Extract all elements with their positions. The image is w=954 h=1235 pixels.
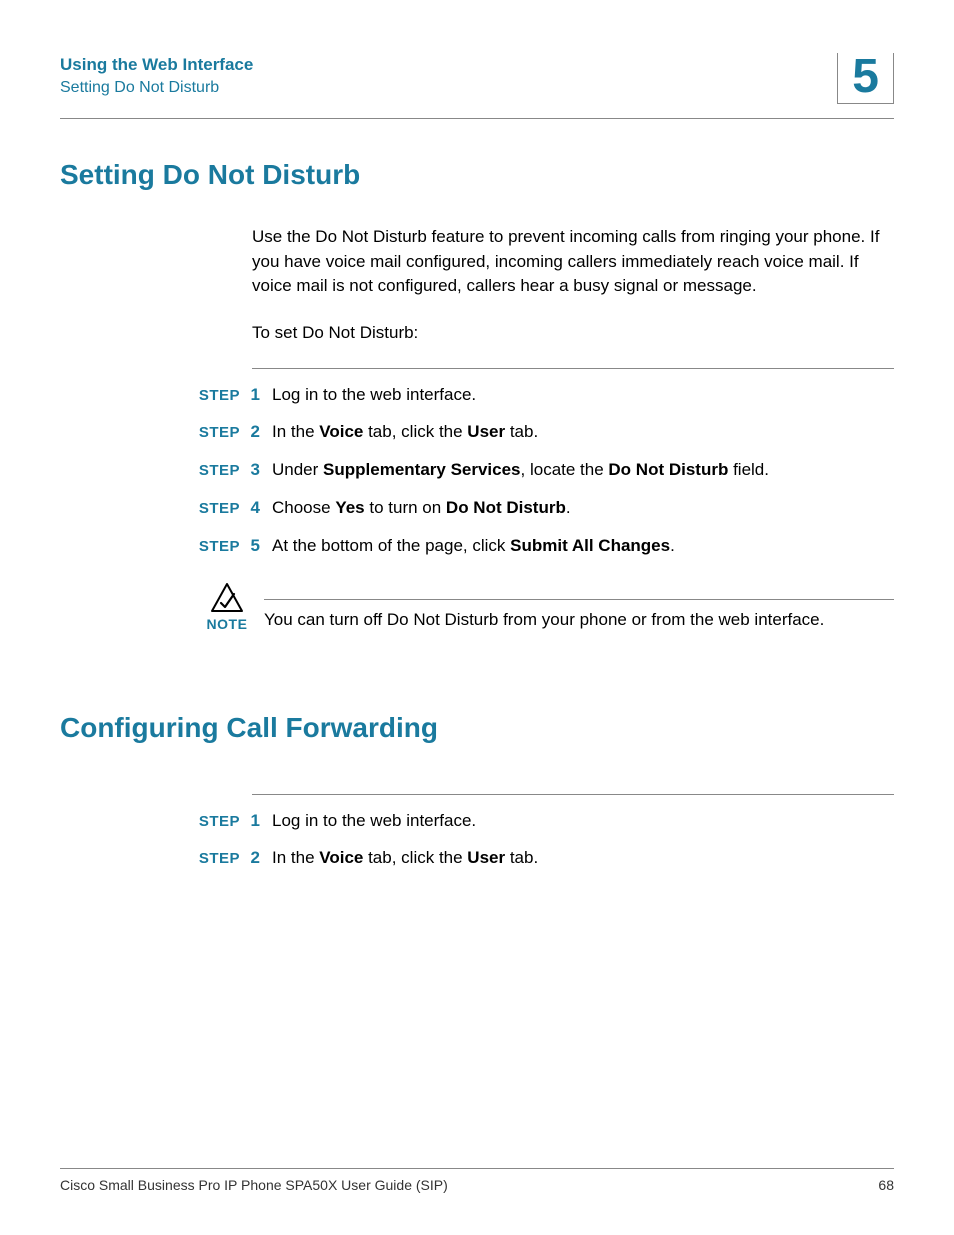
step-number: 3 [246, 458, 260, 482]
step-number: 5 [246, 534, 260, 558]
step-number: 1 [246, 809, 260, 833]
steps-rule [252, 368, 894, 369]
note-icon-column: NOTE [200, 582, 254, 632]
step-row: STEP 5 At the bottom of the page, click Su… [60, 534, 894, 558]
note-text: You can turn off Do Not Disturb from you… [264, 608, 894, 632]
step-row: STEP 4 Choose Yes to turn on Do Not Distur… [60, 496, 894, 520]
step-list-dnd: STEP 1 Log in to the web interface. STEP 2 In… [60, 383, 894, 558]
paragraph: Use the Do Not Disturb feature to preven… [252, 225, 894, 299]
header-rule [60, 118, 894, 119]
footer-rule [60, 1168, 894, 1169]
step-row: STEP 1 Log in to the web interface. [60, 809, 894, 833]
step-number: 2 [246, 420, 260, 444]
note-icon [209, 582, 245, 614]
page-header: Using the Web Interface Setting Do Not D… [60, 55, 894, 104]
section-breadcrumb: Setting Do Not Disturb [60, 79, 253, 97]
step-label: STEP [178, 536, 240, 557]
chapter-title: Using the Web Interface [60, 55, 253, 75]
chapter-number: 5 [852, 53, 879, 101]
step-text: Choose Yes to turn on Do Not Disturb. [272, 496, 894, 520]
page: Using the Web Interface Setting Do Not D… [0, 0, 954, 1235]
step-text: In the Voice tab, click the User tab. [272, 420, 894, 444]
step-label: STEP [178, 811, 240, 832]
step-text: Under Supplementary Services, locate the… [272, 458, 894, 482]
paragraph: To set Do Not Disturb: [252, 321, 894, 346]
note-block: NOTE You can turn off Do Not Disturb fro… [200, 582, 894, 632]
step-text: Log in to the web interface. [272, 809, 894, 833]
step-row: STEP 2 In the Voice tab, click the User ta… [60, 420, 894, 444]
footer-doc-title: Cisco Small Business Pro IP Phone SPA50X… [60, 1177, 448, 1193]
step-label: STEP [178, 460, 240, 481]
step-row: STEP 1 Log in to the web interface. [60, 383, 894, 407]
step-label: STEP [178, 498, 240, 519]
steps-rule [252, 794, 894, 795]
step-row: STEP 3 Under Supplementary Services, locat… [60, 458, 894, 482]
section-heading-dnd: Setting Do Not Disturb [60, 159, 894, 191]
page-footer: Cisco Small Business Pro IP Phone SPA50X… [60, 1168, 894, 1193]
footer-page-number: 68 [878, 1177, 894, 1193]
chapter-number-box: 5 [837, 53, 894, 104]
footer-row: Cisco Small Business Pro IP Phone SPA50X… [60, 1177, 894, 1193]
step-number: 4 [246, 496, 260, 520]
section-heading-cfwd: Configuring Call Forwarding [60, 712, 894, 744]
header-titles: Using the Web Interface Setting Do Not D… [60, 55, 253, 97]
step-number: 1 [246, 383, 260, 407]
step-text: At the bottom of the page, click Submit … [272, 534, 894, 558]
step-row: STEP 2 In the Voice tab, click the User ta… [60, 846, 894, 870]
step-number: 2 [246, 846, 260, 870]
step-label: STEP [178, 848, 240, 869]
step-text: Log in to the web interface. [272, 383, 894, 407]
step-label: STEP [178, 385, 240, 406]
step-list-cfwd: STEP 1 Log in to the web interface. STEP 2 In… [60, 809, 894, 871]
note-rule [264, 599, 894, 600]
note-content: You can turn off Do Not Disturb from you… [264, 599, 894, 632]
step-label: STEP [178, 422, 240, 443]
note-label: NOTE [207, 616, 248, 632]
step-text: In the Voice tab, click the User tab. [272, 846, 894, 870]
